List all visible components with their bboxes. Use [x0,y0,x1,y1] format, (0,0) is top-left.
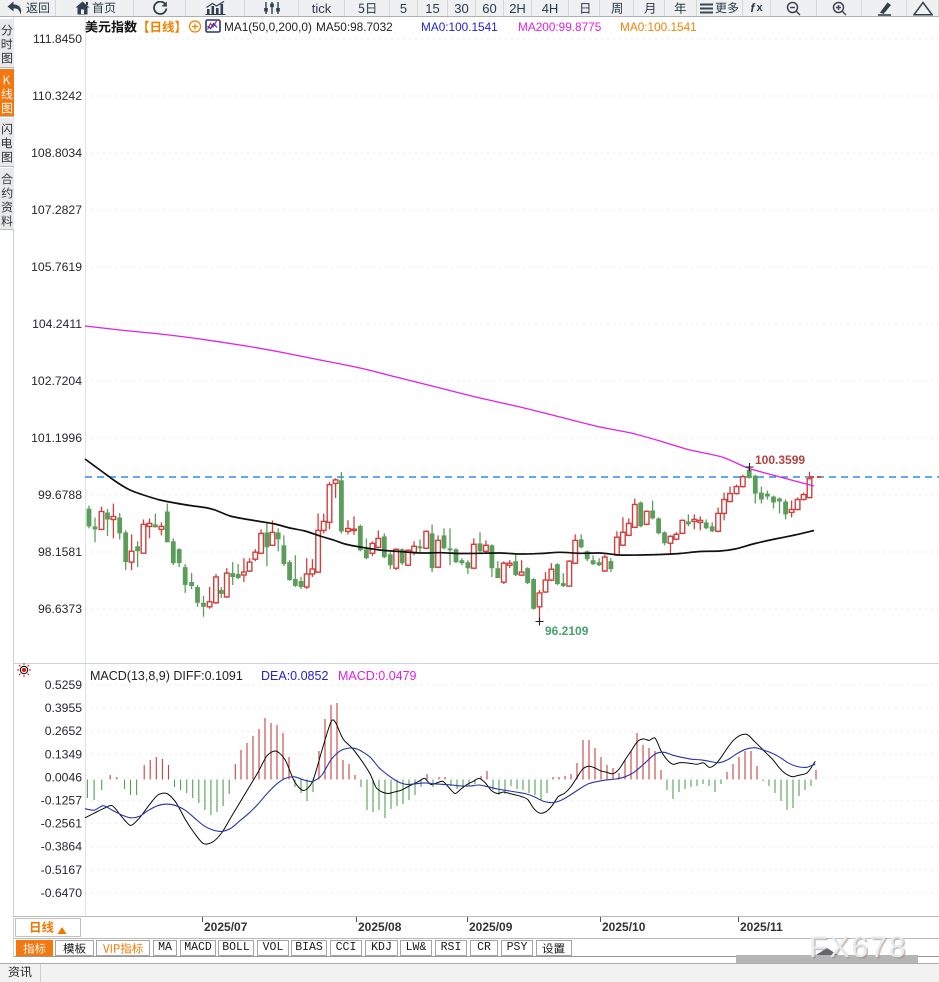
svg-text:MA200:99.8775: MA200:99.8775 [518,20,602,34]
svg-text:105.7619: 105.7619 [31,260,82,274]
svg-text:-0.3864: -0.3864 [41,840,83,854]
svg-text:96.2109: 96.2109 [545,624,589,638]
svg-text:108.8034: 108.8034 [31,146,82,160]
svg-text:0.0046: 0.0046 [45,770,82,784]
svg-text:96.6373: 96.6373 [38,602,82,616]
svg-text:0.5259: 0.5259 [45,678,82,692]
svg-text:104.2411: 104.2411 [32,317,82,331]
svg-text:DEA:0.0852: DEA:0.0852 [261,669,328,683]
svg-text:0.1349: 0.1349 [45,747,82,761]
svg-text:MA1(50,0,200,0): MA1(50,0,200,0) [224,20,312,34]
svg-text:99.6788: 99.6788 [38,488,82,502]
svg-text:0.3955: 0.3955 [45,701,82,715]
svg-text:102.7204: 102.7204 [31,374,82,388]
svg-text:101.1996: 101.1996 [31,431,82,445]
svg-text:111.8450: 111.8450 [33,32,82,46]
svg-text:-0.1257: -0.1257 [41,794,83,808]
svg-text:-0.5167: -0.5167 [41,863,83,877]
svg-text:MA0:100.1541: MA0:100.1541 [421,20,498,34]
svg-text:107.2827: 107.2827 [31,203,82,217]
svg-text:0.2652: 0.2652 [45,724,82,738]
svg-text:110.3242: 110.3242 [32,89,82,103]
svg-text:100.3599: 100.3599 [755,453,805,467]
svg-text:98.1581: 98.1581 [38,545,82,559]
svg-text:-0.6470: -0.6470 [41,886,83,900]
svg-text:MA50:98.7032: MA50:98.7032 [316,20,393,34]
svg-text:MACD(13,8,9) DIFF:0.1091: MACD(13,8,9) DIFF:0.1091 [90,669,243,683]
svg-text:MACD:0.0479: MACD:0.0479 [338,669,417,683]
svg-text:-0.2561: -0.2561 [41,817,83,831]
svg-text:MA0:100.1541: MA0:100.1541 [620,20,697,34]
